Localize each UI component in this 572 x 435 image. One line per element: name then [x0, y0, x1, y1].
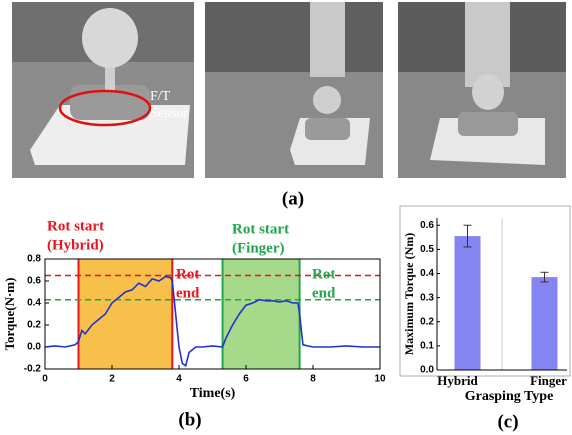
x-tick-label: 4: [176, 374, 182, 385]
panel-label: (b): [178, 409, 201, 430]
annotation: end: [312, 285, 336, 301]
y-tick-label: 0.5: [420, 244, 434, 255]
x-tick-label: 8: [310, 374, 316, 385]
figure-canvas: (a) (b) (c) -0.2 0.0 0.2 0.4 0.6 0.8 0 2 4 6 8 10 Time(…: [0, 0, 572, 435]
x-tick-label: 2: [109, 374, 115, 385]
y-tick-label: -0.2: [24, 364, 42, 375]
annotation: Rot start: [232, 221, 289, 237]
panel-label: (a): [282, 188, 304, 209]
panel-label: (c): [497, 411, 518, 432]
y-tick-label: 0.2: [420, 316, 434, 327]
y-tick-label: 0.0: [27, 342, 41, 353]
annotation: end: [176, 285, 200, 301]
x-tick-label: 0: [42, 374, 48, 385]
y-tick-label: 0.4: [420, 268, 434, 279]
y-axis-label: Maximum Torque (Nm): [402, 233, 416, 355]
y-tick-label: 0.2: [27, 320, 41, 331]
figure: (a) (b) (c) -0.2 0.0 0.2 0.4 0.6 0.8 0 2 4 6 8 10 Time(…: [0, 0, 572, 435]
x-tick-label: 6: [243, 374, 249, 385]
annotation: Rot: [312, 266, 335, 282]
photo: [398, 2, 566, 178]
y-tick-label: 0.0: [420, 365, 434, 376]
annotation: Rot: [176, 266, 199, 282]
photo: [205, 2, 383, 178]
annotation: Rot start: [47, 218, 104, 234]
photo-annotation: F/T Sensor: [150, 88, 200, 122]
x-tick-label: 10: [374, 374, 386, 385]
y-tick-label: 0.3: [420, 292, 434, 303]
x-tick-label: Hybrid: [437, 373, 478, 388]
y-tick-label: 0.4: [27, 298, 41, 309]
y-tick-label: 0.6: [27, 276, 41, 287]
bar: [532, 277, 558, 370]
y-tick-label: 0.8: [27, 254, 41, 265]
bar: [455, 236, 481, 370]
x-tick-label: Finger: [530, 373, 567, 388]
x-axis-label: Time(s): [190, 386, 236, 401]
y-axis-label: Torque(N·m): [2, 278, 17, 351]
y-tick-label: 0.6: [420, 220, 434, 231]
annotation: (Hybrid): [47, 237, 104, 253]
x-axis-label: Grasping Type: [465, 389, 554, 404]
annotation: (Finger): [232, 240, 284, 256]
y-tick-label: 0.1: [420, 341, 434, 352]
